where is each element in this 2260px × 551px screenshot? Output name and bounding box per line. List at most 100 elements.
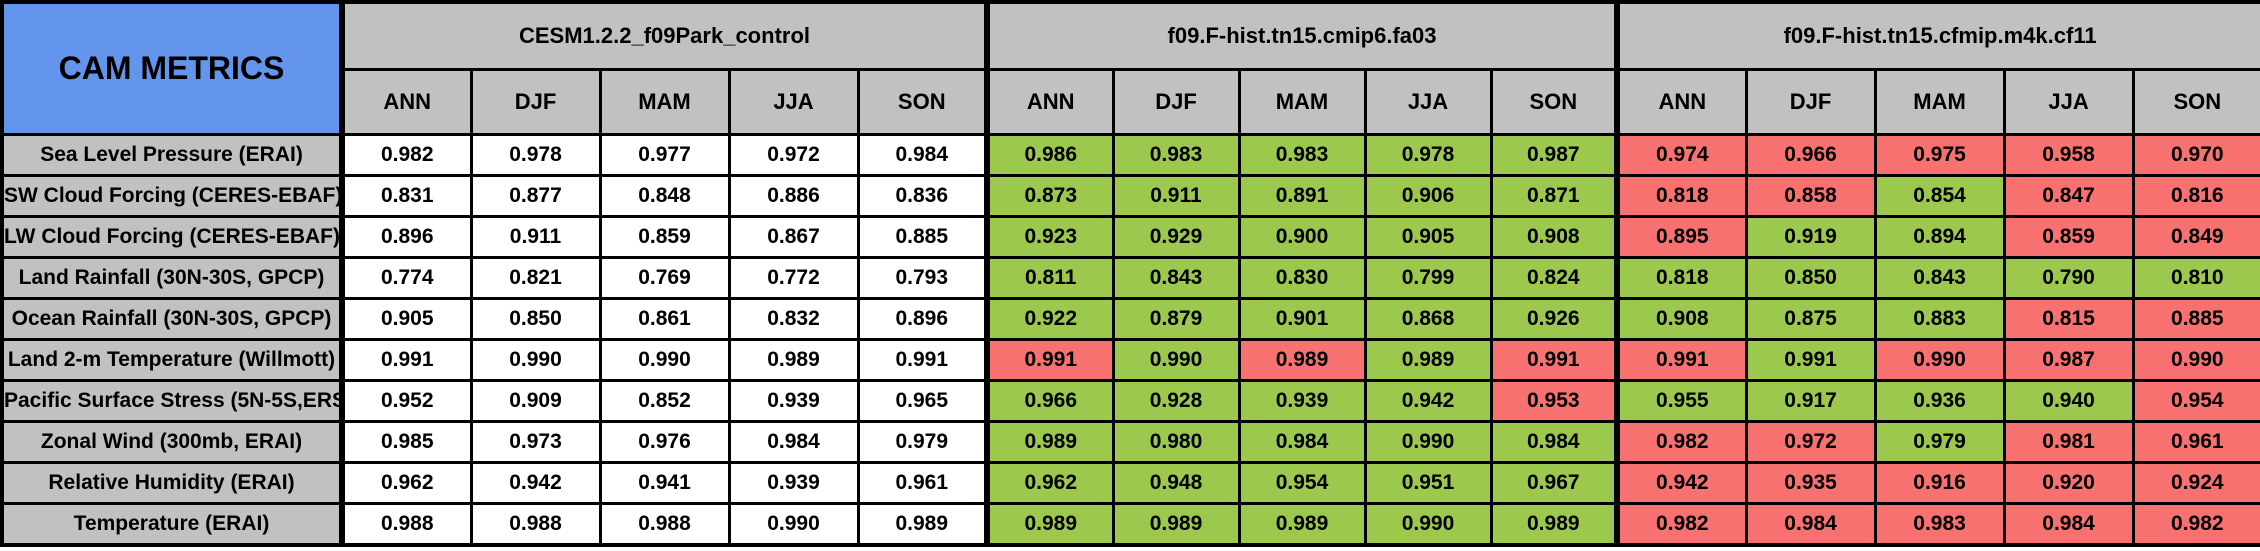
metric-value-cell: 0.868 — [1363, 296, 1493, 341]
season-header-row: ANN DJF MAM JJA SON ANN DJF MAM JJA SON ANN DJF MAM J… — [2, 68, 2260, 136]
season-header-g2-djf: DJF — [1744, 68, 1877, 136]
metric-value-cell: 0.799 — [1363, 255, 1493, 300]
metric-value-cell: 0.922 — [984, 296, 1115, 341]
metric-value-cell: 0.891 — [1237, 173, 1367, 218]
season-header-g1-mam: MAM — [1237, 68, 1367, 136]
metric-value-cell: 0.966 — [984, 378, 1115, 423]
metric-value-cell: 0.977 — [598, 133, 731, 177]
metric-value-cell: 0.821 — [469, 255, 602, 300]
metric-value-cell: 0.987 — [1489, 133, 1619, 177]
metric-value-cell: 0.905 — [1363, 214, 1493, 259]
metric-value-cell: 0.975 — [1873, 133, 2006, 177]
metric-value-cell: 0.967 — [1489, 460, 1619, 505]
metric-value-cell: 0.979 — [856, 419, 989, 464]
metric-value-cell: 0.989 — [984, 419, 1115, 464]
metric-value-cell: 0.989 — [1363, 337, 1493, 382]
metric-value-cell: 0.973 — [469, 419, 602, 464]
metric-value-cell: 0.850 — [1744, 255, 1877, 300]
season-header-g2-jja: JJA — [2002, 68, 2135, 136]
metric-value-cell: 0.984 — [856, 133, 989, 177]
season-header-g2-ann: ANN — [1614, 68, 1748, 136]
metric-value-cell: 0.984 — [727, 419, 860, 464]
metric-value-cell: 0.816 — [2131, 173, 2260, 218]
metric-value-cell: 0.990 — [1363, 419, 1493, 464]
metric-value-cell: 0.985 — [339, 419, 473, 464]
metric-value-cell: 0.917 — [1744, 378, 1877, 423]
metric-value-cell: 0.896 — [856, 296, 989, 341]
metric-value-cell: 0.982 — [1614, 419, 1748, 464]
metric-value-cell: 0.991 — [339, 337, 473, 382]
metric-value-cell: 0.895 — [1614, 214, 1748, 259]
model-header-row: CAM METRICS CESM1.2.2_f09Park_control f0… — [0, 0, 2260, 136]
metric-value-cell: 0.920 — [2002, 460, 2135, 505]
metric-value-cell: 0.942 — [1363, 378, 1493, 423]
metric-value-cell: 0.978 — [1363, 133, 1493, 177]
season-header-g0-son: SON — [856, 68, 989, 136]
season-header-g0-jja: JJA — [727, 68, 860, 136]
season-header-g1-son: SON — [1489, 68, 1619, 136]
metric-value-cell: 0.987 — [2002, 337, 2135, 382]
metric-label: Sea Level Pressure (ERAI) — [0, 133, 344, 177]
metric-label: Pacific Surface Stress (5N-5S,ERS) — [0, 378, 344, 423]
metric-value-cell: 0.991 — [1744, 337, 1877, 382]
metric-label-text: LW Cloud Forcing (CERES-EBAF) — [4, 224, 339, 248]
metric-label: Temperature (ERAI) — [0, 501, 344, 547]
metric-value-cell: 0.979 — [1873, 419, 2006, 464]
metric-value-cell: 0.982 — [339, 133, 473, 177]
metric-label-text: Land Rainfall (30N-30S, GPCP) — [18, 265, 325, 289]
metric-value-cell: 0.935 — [1744, 460, 1877, 505]
metric-value-cell: 0.942 — [469, 460, 602, 505]
season-header-g0-mam: MAM — [598, 68, 731, 136]
metric-value-cell: 0.939 — [1237, 378, 1367, 423]
season-header-g0-djf: DJF — [469, 68, 602, 136]
metric-value-cell: 0.854 — [1873, 173, 2006, 218]
metric-value-cell: 0.954 — [2131, 378, 2260, 423]
metric-value-cell: 0.991 — [856, 337, 989, 382]
metric-value-cell: 0.926 — [1489, 296, 1619, 341]
metric-value-cell: 0.984 — [2002, 501, 2135, 547]
metric-value-cell: 0.954 — [1237, 460, 1367, 505]
metric-label: Ocean Rainfall (30N-30S, GPCP) — [0, 296, 344, 341]
metric-value-cell: 0.916 — [1873, 460, 2006, 505]
metric-value-cell: 0.911 — [469, 214, 602, 259]
metric-label-text: Relative Humidity (ERAI) — [48, 470, 295, 494]
season-header-g1-ann: ANN — [984, 68, 1115, 136]
metric-value-cell: 0.961 — [2131, 419, 2260, 464]
metric-value-cell: 0.885 — [856, 214, 989, 259]
metric-value-cell: 0.983 — [1111, 133, 1241, 177]
metric-value-cell: 0.961 — [856, 460, 989, 505]
metric-label-text: Zonal Wind (300mb, ERAI) — [40, 429, 303, 453]
metric-label: Land 2-m Temperature (Willmott) — [0, 337, 344, 382]
metric-row: Pacific Surface Stress (5N-5S,ERS) 0.952 0… — [0, 378, 2260, 423]
metric-value-cell: 0.983 — [1873, 501, 2006, 547]
metric-value-cell: 0.894 — [1873, 214, 2006, 259]
metric-value-cell: 0.976 — [598, 419, 731, 464]
metric-value-cell: 0.991 — [984, 337, 1115, 382]
metric-value-cell: 0.942 — [1614, 460, 1748, 505]
metric-value-cell: 0.988 — [598, 501, 731, 547]
metric-value-cell: 0.901 — [1237, 296, 1367, 341]
metric-label-text: Land 2-m Temperature (Willmott) — [7, 347, 336, 371]
metric-value-cell: 0.871 — [1489, 173, 1619, 218]
metric-value-cell: 0.769 — [598, 255, 731, 300]
metric-value-cell: 0.896 — [339, 214, 473, 259]
metric-value-cell: 0.793 — [856, 255, 989, 300]
metric-value-cell: 0.989 — [856, 501, 989, 547]
metric-value-cell: 0.953 — [1489, 378, 1619, 423]
metric-row: Temperature (ERAI) 0.988 0.988 0.988 0.990 0.… — [0, 501, 2260, 547]
metric-value-cell: 0.986 — [984, 133, 1115, 177]
metric-row: Relative Humidity (ERAI) 0.962 0.942 0.941 0… — [0, 460, 2260, 505]
page-title: CAM METRICS — [0, 0, 344, 136]
metric-value-cell: 0.972 — [1744, 419, 1877, 464]
metric-value-cell: 0.981 — [2002, 419, 2135, 464]
season-header-g1-djf: DJF — [1111, 68, 1241, 136]
metric-value-cell: 0.965 — [856, 378, 989, 423]
metric-value-cell: 0.877 — [469, 173, 602, 218]
metric-value-cell: 0.984 — [1744, 501, 1877, 547]
metric-value-cell: 0.982 — [1614, 501, 1748, 547]
metric-value-cell: 0.919 — [1744, 214, 1877, 259]
metric-value-cell: 0.832 — [727, 296, 860, 341]
metric-row: Zonal Wind (300mb, ERAI) 0.985 0.973 0.976 0… — [0, 419, 2260, 464]
metric-label: LW Cloud Forcing (CERES-EBAF) — [0, 214, 344, 259]
